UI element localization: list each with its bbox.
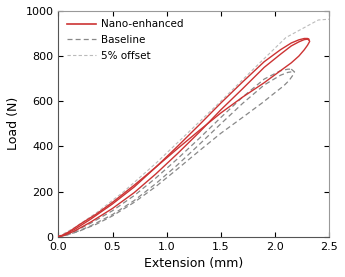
Y-axis label: Load (N): Load (N) (7, 97, 20, 150)
X-axis label: Extension (mm): Extension (mm) (144, 257, 243, 270)
Legend: Nano-enhanced, Baseline, 5% offset: Nano-enhanced, Baseline, 5% offset (63, 16, 187, 64)
